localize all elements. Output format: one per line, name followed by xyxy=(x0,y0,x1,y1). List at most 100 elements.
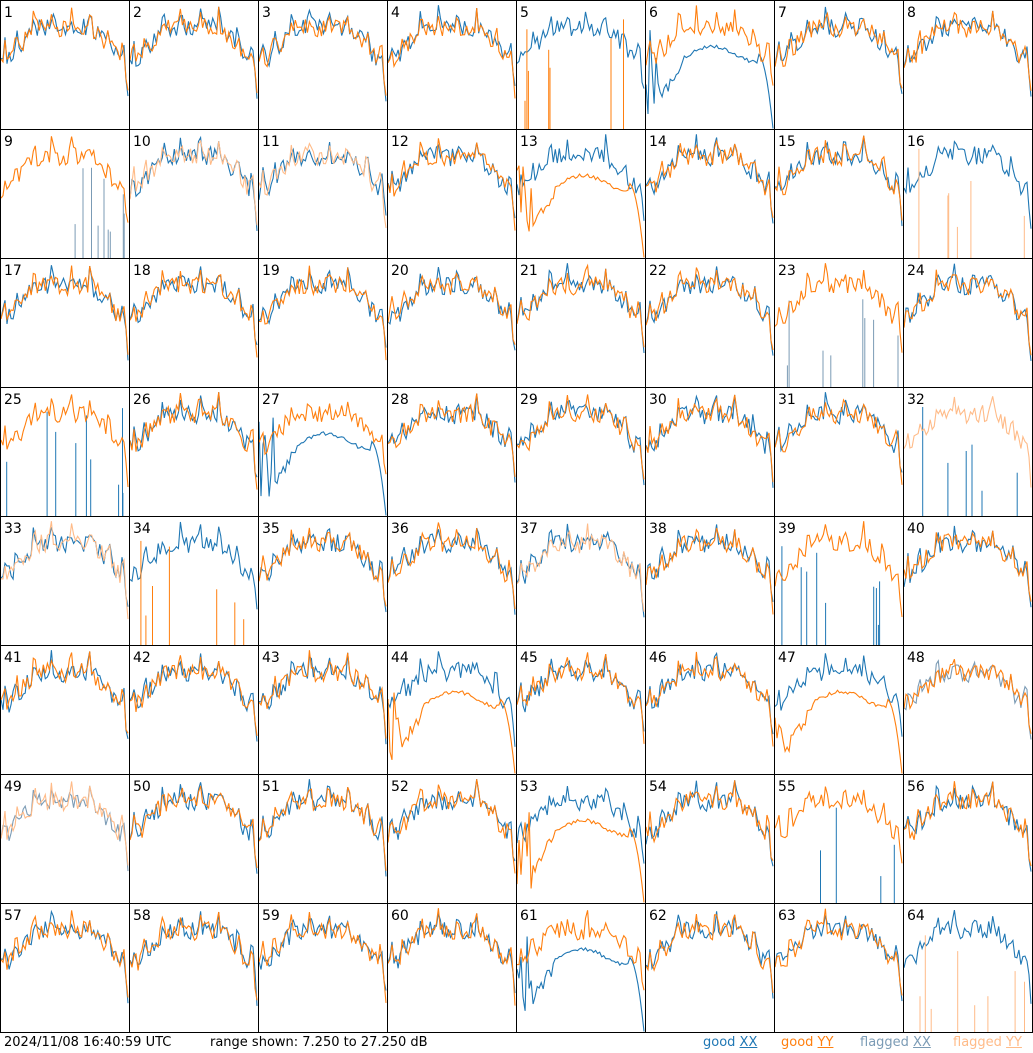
panel-label: 11 xyxy=(262,134,280,150)
panel-label: 18 xyxy=(133,263,151,279)
panel-58: 58 xyxy=(129,903,259,1033)
panel-label: 5 xyxy=(520,5,529,21)
panel-25: 25 xyxy=(0,387,130,517)
series-xx-panel-58 xyxy=(129,911,258,1006)
series-yy-panel-26 xyxy=(129,392,258,490)
series-xx-panel-42 xyxy=(129,653,258,742)
panel-label: 15 xyxy=(778,134,796,150)
panel-label: 40 xyxy=(907,521,925,537)
panel-51: 51 xyxy=(258,774,388,904)
series-xx-panel-30 xyxy=(645,394,774,488)
panel-label: 16 xyxy=(907,134,925,150)
panel-56: 56 xyxy=(903,774,1033,904)
panel-34: 34 xyxy=(129,516,259,646)
series-yy-panel-13 xyxy=(516,165,645,258)
series-xx-panel-6 xyxy=(645,30,774,129)
panel-23: 23 xyxy=(774,258,904,388)
panel-label: 60 xyxy=(391,908,409,924)
panel-52: 52 xyxy=(387,774,517,904)
panel-label: 38 xyxy=(649,521,667,537)
panel-label: 27 xyxy=(262,392,280,408)
panel-48: 48 xyxy=(903,645,1033,775)
series-yy-panel-51 xyxy=(258,786,387,871)
panel-label: 46 xyxy=(649,650,667,666)
legend-flagged-yy-pol: YY xyxy=(1006,1035,1022,1050)
panel-8: 8 xyxy=(903,0,1033,130)
panel-5: 5 xyxy=(516,0,646,130)
series-xx-panel-2 xyxy=(129,6,258,99)
panel-border xyxy=(645,0,775,130)
series-yy-panel-14 xyxy=(645,139,774,218)
series-yy-panel-56 xyxy=(903,781,1032,867)
panel-label: 61 xyxy=(520,908,538,924)
series-yy-panel-53 xyxy=(516,812,645,903)
panel-18: 18 xyxy=(129,258,259,388)
panel-border xyxy=(258,0,388,130)
panel-label: 53 xyxy=(520,779,538,795)
panel-49: 49 xyxy=(0,774,130,904)
panel-40: 40 xyxy=(903,516,1033,646)
series-xx-panel-10 xyxy=(129,135,258,231)
panel-59: 59 xyxy=(258,903,388,1033)
series-yy-panel-43 xyxy=(258,650,387,739)
panel-label: 59 xyxy=(262,908,280,924)
panel-19: 19 xyxy=(258,258,388,388)
series-xx-panel-64 xyxy=(903,909,1032,1004)
legend-good-yy: good YY xyxy=(781,1035,833,1050)
series-xx-panel-3 xyxy=(258,8,387,102)
series-yy-panel-23 xyxy=(774,263,903,353)
panel-label: 22 xyxy=(649,263,667,279)
panel-border xyxy=(0,0,130,130)
series-xx-panel-5 xyxy=(516,11,645,89)
panel-1: 1 xyxy=(0,0,130,130)
panel-47: 47 xyxy=(774,645,904,775)
panel-label: 45 xyxy=(520,650,538,666)
panel-38: 38 xyxy=(645,516,775,646)
panel-border xyxy=(774,0,904,130)
panel-label: 41 xyxy=(4,650,22,666)
series-yy-panel-44 xyxy=(387,690,516,774)
series-yy-panel-57 xyxy=(0,910,129,998)
timestamp: 2024/11/08 16:40:59 UTC xyxy=(4,1035,172,1050)
panel-label: 12 xyxy=(391,134,409,150)
series-yy-panel-12 xyxy=(387,138,516,231)
series-xx-panel-60 xyxy=(387,913,516,994)
panel-9: 9 xyxy=(0,129,130,259)
legend-flagged-xx-prefix: flagged xyxy=(860,1035,914,1050)
legend-good-xx: good XX xyxy=(703,1035,757,1050)
panel-label: 63 xyxy=(778,908,796,924)
series-yy-panel-8 xyxy=(903,10,1032,91)
panel-label: 20 xyxy=(391,263,409,279)
panel-label: 7 xyxy=(778,5,787,21)
panel-label: 9 xyxy=(4,134,13,150)
panel-label: 49 xyxy=(4,779,22,795)
series-yy-panel-55 xyxy=(774,786,903,864)
series-yy-panel-42 xyxy=(129,655,258,736)
panel-46: 46 xyxy=(645,645,775,775)
series-xx-panel-35 xyxy=(258,527,387,613)
legend-flagged-xx-pol: XX xyxy=(913,1035,931,1050)
series-xx-panel-29 xyxy=(516,399,645,486)
series-yy-panel-38 xyxy=(645,527,774,615)
panel-31: 31 xyxy=(774,387,904,517)
series-yy-panel-10 xyxy=(129,139,258,226)
series-yy-panel-21 xyxy=(516,263,645,348)
panel-label: 3 xyxy=(262,5,271,21)
series-yy-panel-62 xyxy=(645,914,774,993)
series-yy-panel-15 xyxy=(774,135,903,221)
series-yy-panel-3 xyxy=(258,14,387,96)
panel-6: 6 xyxy=(645,0,775,130)
range-text: range shown: 7.250 to 27.250 dB xyxy=(210,1035,428,1050)
series-yy-panel-2 xyxy=(129,6,258,94)
panel-label: 10 xyxy=(133,134,151,150)
legend-flagged-yy: flagged YY xyxy=(953,1035,1022,1050)
series-yy-panel-63 xyxy=(774,908,903,996)
panel-61: 61 xyxy=(516,903,646,1033)
panel-14: 14 xyxy=(645,129,775,259)
series-xx-panel-44 xyxy=(387,651,516,747)
series-xx-panel-37 xyxy=(516,523,645,618)
panel-label: 35 xyxy=(262,521,280,537)
panel-35: 35 xyxy=(258,516,388,646)
panel-label: 19 xyxy=(262,263,280,279)
